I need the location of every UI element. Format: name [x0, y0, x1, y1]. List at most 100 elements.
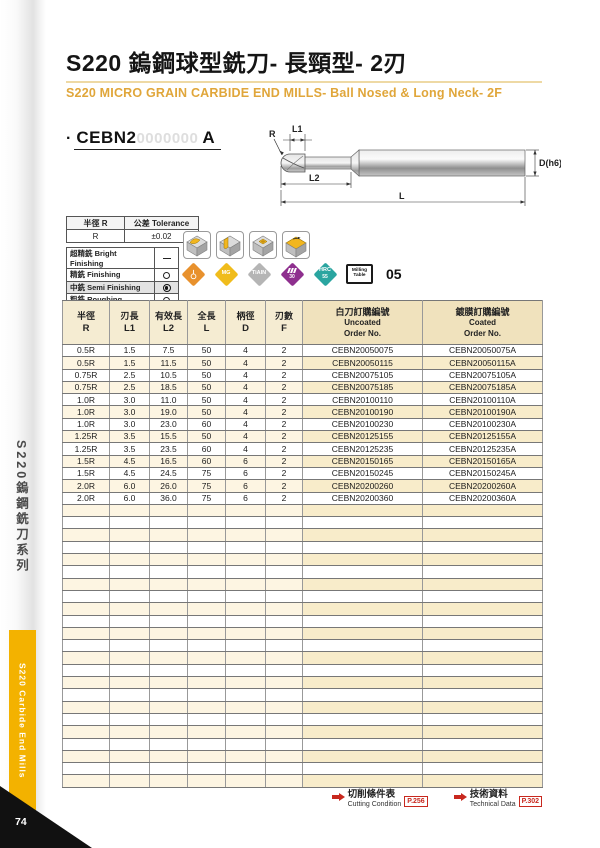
- table-row: [62, 565, 543, 579]
- tolerance-header-tolerance: 公差 Tolerance: [124, 216, 199, 230]
- table-row: [62, 725, 543, 739]
- milling-table-book-icon: Milling Table: [346, 264, 373, 284]
- spec-cell: [265, 516, 303, 530]
- order-no-cell: CEBN20050115A: [422, 356, 543, 370]
- order-no-cell: CEBN20075185: [302, 380, 423, 395]
- spec-cell: [109, 540, 150, 555]
- order-no-cell: CEBN20125235A: [422, 442, 543, 456]
- spec-cell: [187, 762, 226, 776]
- hardness-badge: HRC 55: [312, 261, 338, 287]
- spec-cell: 2.0R: [62, 491, 110, 505]
- spec-cell: 2: [265, 356, 303, 370]
- spec-cell: 50: [187, 430, 226, 444]
- table-row: 1.25R 3.5 15.5 50 4 2 CEBN20125155 CEBN20125155…: [62, 430, 543, 444]
- spec-cell: [149, 749, 188, 764]
- spec-cell: 11.5: [149, 356, 188, 370]
- order-no-cell: [302, 749, 423, 764]
- spec-cell: [225, 651, 266, 665]
- order-no-cell: [302, 589, 423, 604]
- dim-label-d: D(h6): [539, 158, 561, 168]
- table-row: 1.25R 3.5 23.5 60 4 2 CEBN20125235 CEBN20125235…: [62, 442, 543, 456]
- order-no-cell: [422, 749, 543, 764]
- table-row: 1.0R 3.0 11.0 50 4 2 CEBN20100110 CEBN20100110A: [62, 393, 543, 407]
- spec-cell: 75: [187, 466, 226, 481]
- spec-cell: [187, 553, 226, 567]
- spec-cell: [109, 639, 150, 653]
- spec-cell: [265, 589, 303, 604]
- table-row: [62, 688, 543, 702]
- spec-cell: 4: [225, 442, 266, 456]
- spec-cell: [149, 712, 188, 727]
- spec-cell: [62, 528, 110, 542]
- spec-cell: [187, 503, 226, 518]
- order-no-cell: [422, 639, 543, 653]
- neck-transition-shape: [350, 149, 360, 177]
- order-no-cell: [422, 528, 543, 542]
- face-milling-icon: [282, 231, 310, 259]
- spec-cell: [62, 577, 110, 591]
- spec-cell: [149, 553, 188, 567]
- order-no-cell: [422, 688, 543, 702]
- order-no-cell: CEBN20100230: [302, 417, 423, 432]
- technical-data-label-en: Technical Data: [469, 800, 516, 808]
- tolerance-header-radius: 半徑 R: [66, 216, 125, 230]
- finishing-row: 精銑 Finishing: [66, 268, 179, 282]
- order-no-cell: [302, 774, 423, 788]
- table-row: 1.0R 3.0 19.0 50 4 2 CEBN20100190 CEBN20100190A: [62, 405, 543, 419]
- finishing-mark-cell: [154, 247, 179, 269]
- table-row: [62, 516, 543, 530]
- spec-cell: 3.0: [109, 417, 150, 432]
- spec-cell: [225, 639, 266, 653]
- spec-cell: [187, 663, 226, 678]
- spec-cell: 2.5: [109, 380, 150, 395]
- spec-cell: [62, 749, 110, 764]
- spec-cell: 2: [265, 430, 303, 444]
- spec-cell: [225, 589, 266, 604]
- order-no-cell: CEBN20125155A: [422, 430, 543, 444]
- technical-data-page-ref[interactable]: P.302: [518, 796, 542, 807]
- technical-data-label-zh: 技術資料: [469, 789, 508, 800]
- header-radius: 半徑 R: [62, 300, 110, 345]
- spec-cell: 2: [265, 380, 303, 395]
- spec-cell: [187, 614, 226, 628]
- spec-cell: 23.5: [149, 442, 188, 456]
- spec-cell: [62, 737, 110, 751]
- helix-stripes-icon: [287, 268, 297, 273]
- table-row: 0.5R 1.5 11.5 50 4 2 CEBN20050115 CEBN20050115A: [62, 356, 543, 370]
- spec-cell: 4: [225, 368, 266, 382]
- order-no-cell: CEBN20125235: [302, 442, 423, 456]
- spec-cell: 50: [187, 380, 226, 395]
- page-subtitle: S220 MICRO GRAIN CARBIDE END MILLS- Ball…: [66, 86, 503, 100]
- spec-cell: 3.0: [109, 393, 150, 407]
- spec-cell: [225, 749, 266, 764]
- spec-cell: [265, 700, 303, 714]
- milling-table-number: 05: [386, 266, 402, 282]
- spec-cell: [62, 626, 110, 641]
- technical-data-link[interactable]: 技術資料 Technical Data P.302: [453, 789, 542, 809]
- spec-cell: [265, 749, 303, 764]
- spec-cell: 2: [265, 405, 303, 419]
- spec-cell: [109, 528, 150, 542]
- tolerance-table: 半徑 R 公差 Tolerance R ±0.02: [66, 216, 199, 243]
- order-no-cell: [302, 737, 423, 751]
- attribute-badges-row: MG TiAlN 30 HRC 55 Milling Table 05: [180, 261, 402, 287]
- dim-label-r: R: [269, 129, 276, 139]
- dim-label-l2: L2: [309, 173, 320, 183]
- spec-cell: [149, 528, 188, 542]
- spec-cell: [225, 516, 266, 530]
- coating-label: TiAlN: [251, 270, 267, 277]
- cutting-condition-link[interactable]: 切削條件表 Cutting Condition P.256: [331, 789, 428, 809]
- table-row: 1.0R 3.0 23.0 60 4 2 CEBN20100230 CEBN20100230A: [62, 417, 543, 432]
- order-no-cell: CEBN20100190: [302, 405, 423, 419]
- spec-cell: 0.5R: [62, 356, 110, 370]
- order-no-cell: [422, 553, 543, 567]
- spec-cell: 50: [187, 356, 226, 370]
- order-no-cell: CEBN20050115: [302, 356, 423, 370]
- spec-cell: 23.0: [149, 417, 188, 432]
- cutting-condition-page-ref[interactable]: P.256: [404, 796, 428, 807]
- spec-cell: [187, 700, 226, 714]
- order-no-cell: CEBN20150245: [302, 466, 423, 481]
- spec-cell: [225, 614, 266, 628]
- header-coated-order-no: 鍍膜訂購編號 Coated Order No.: [422, 300, 543, 345]
- spec-cell: 0.75R: [62, 368, 110, 382]
